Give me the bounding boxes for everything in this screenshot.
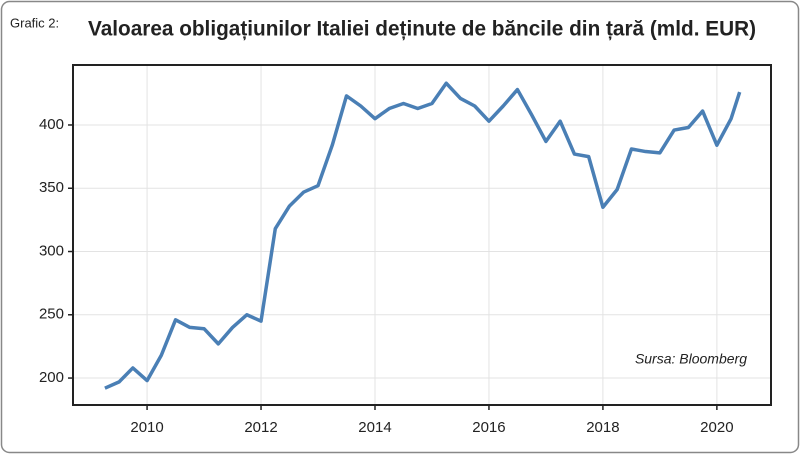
y-tick-label: 400 xyxy=(39,116,64,133)
x-tick-label: 2016 xyxy=(472,419,505,436)
x-tick-label: 2014 xyxy=(358,419,391,436)
x-tick-label: 2018 xyxy=(586,419,619,436)
x-tick-label: 2012 xyxy=(244,419,277,436)
plot-border xyxy=(72,64,772,406)
data-line xyxy=(104,81,742,390)
y-tick-label: 250 xyxy=(39,306,64,323)
x-tick-label: 2020 xyxy=(700,419,733,436)
chart-title: Valoarea obligațiunilor Italiei deținute… xyxy=(88,18,756,41)
source-note: Sursa: Bloomberg xyxy=(635,351,747,367)
grid xyxy=(73,65,771,405)
chart-label: Grafic 2: xyxy=(10,15,59,30)
y-tick-label: 350 xyxy=(39,179,64,196)
y-tick-label: 200 xyxy=(39,369,64,386)
x-tick-label: 2010 xyxy=(130,419,163,436)
y-tick-label: 300 xyxy=(39,242,64,259)
plot xyxy=(104,81,742,390)
